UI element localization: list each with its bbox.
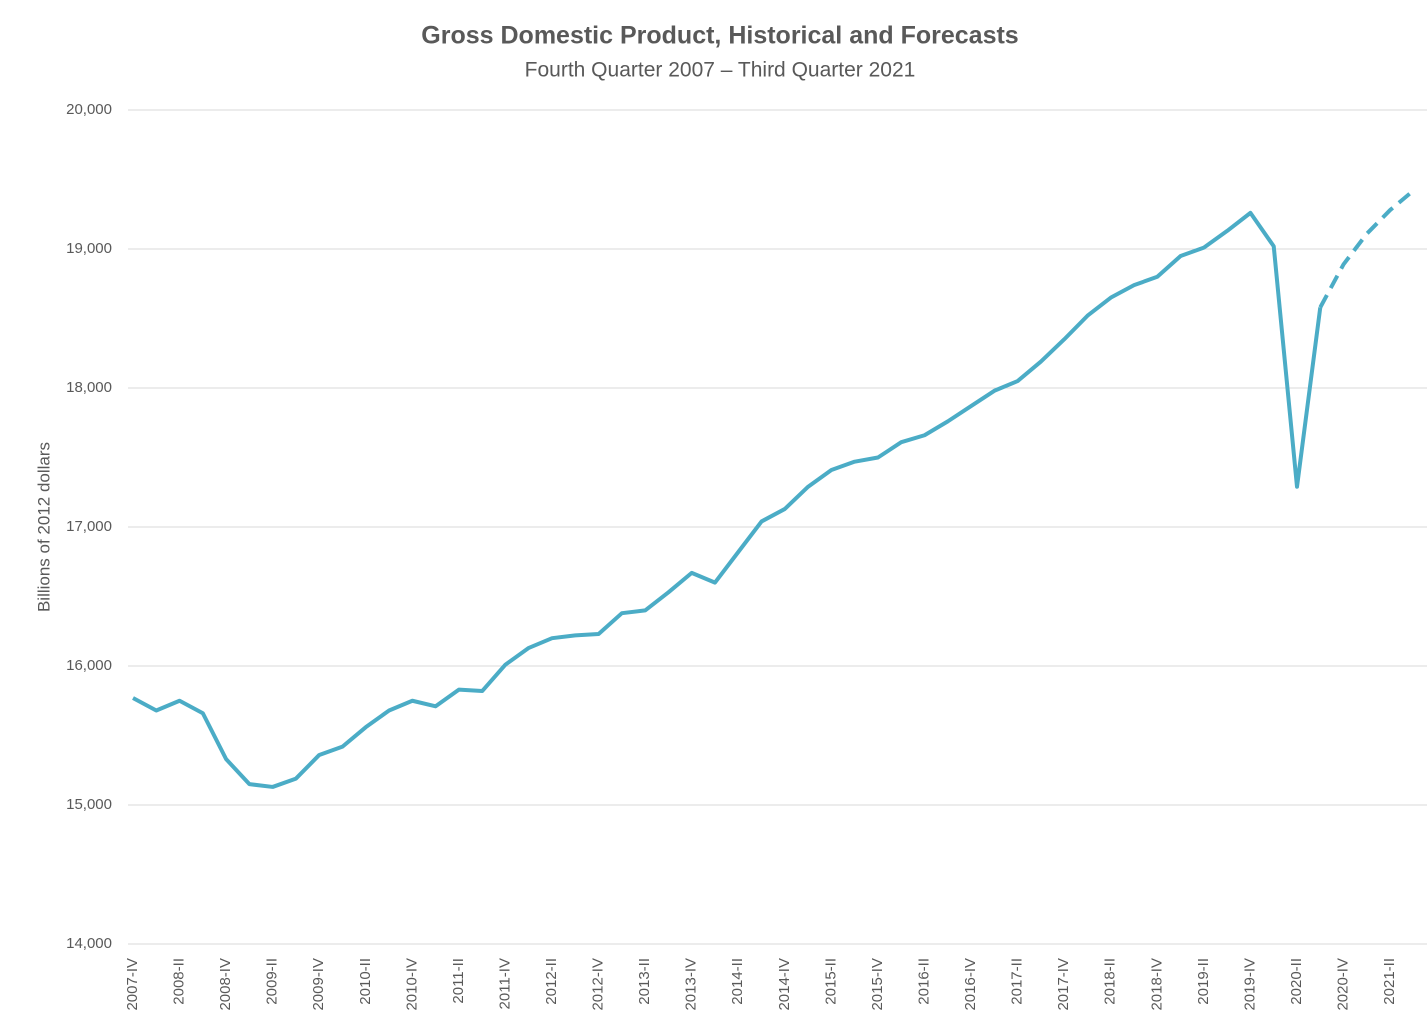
x-tick-label: 2012-II xyxy=(543,958,560,1005)
x-tick-label: 2014-II xyxy=(729,958,746,1005)
x-tick-label: 2011-IV xyxy=(496,958,513,1009)
x-tick-label: 2015-IV xyxy=(869,958,886,1011)
x-tick-label: 2019-IV xyxy=(1241,958,1258,1011)
y-tick-label: 15,000 xyxy=(66,796,112,813)
x-tick-label: 2018-IV xyxy=(1148,958,1165,1011)
x-tick-label: 2014-IV xyxy=(776,958,793,1011)
x-tick-label: 2013-II xyxy=(636,958,653,1005)
y-tick-label: 17,000 xyxy=(66,518,112,535)
line xyxy=(132,210,1323,789)
x-tick-label: 2010-II xyxy=(357,958,374,1005)
x-tick-label: 2017-II xyxy=(1009,958,1026,1005)
y-tick-label: 19,000 xyxy=(66,240,112,257)
x-tick-label: 2011-II xyxy=(450,958,467,1004)
x-tick-label: 2007-IV xyxy=(124,958,141,1011)
line xyxy=(1318,189,1415,309)
x-tick-label: 2008-IV xyxy=(217,958,234,1011)
x-tick-label: 2021-II xyxy=(1381,958,1398,1005)
y-tick-label: 20,000 xyxy=(66,101,112,118)
x-tick-label: 2020-IV xyxy=(1335,958,1352,1011)
y-tick-label: 14,000 xyxy=(66,935,112,952)
x-tick-label: 2020-II xyxy=(1288,958,1305,1005)
x-tick-label: 2008-II xyxy=(171,958,188,1005)
x-tick-label: 2009-II xyxy=(264,958,281,1005)
x-tick-label: 2016-IV xyxy=(962,958,979,1011)
x-tick-label: 2010-IV xyxy=(403,958,420,1011)
y-axis-label: Billions of 2012 dollars xyxy=(34,442,53,612)
x-tick-label: 2013-IV xyxy=(683,958,700,1011)
chart-title: Gross Domestic Product, Historical and F… xyxy=(421,22,1018,50)
y-tick-label: 16,000 xyxy=(66,657,112,674)
x-tick-label: 2009-IV xyxy=(310,958,327,1011)
x-tick-label: 2019-II xyxy=(1195,958,1212,1005)
chart-subtitle: Fourth Quarter 2007 – Third Quarter 2021 xyxy=(525,59,916,82)
x-tick-label: 2015-II xyxy=(822,958,839,1005)
y-tick-label: 18,000 xyxy=(66,379,112,396)
x-tick-label: 2016-II xyxy=(915,958,932,1005)
x-tick-label: 2017-IV xyxy=(1055,958,1072,1011)
x-tick-label: 2018-II xyxy=(1102,958,1119,1005)
x-tick-label: 2012-IV xyxy=(590,958,607,1011)
